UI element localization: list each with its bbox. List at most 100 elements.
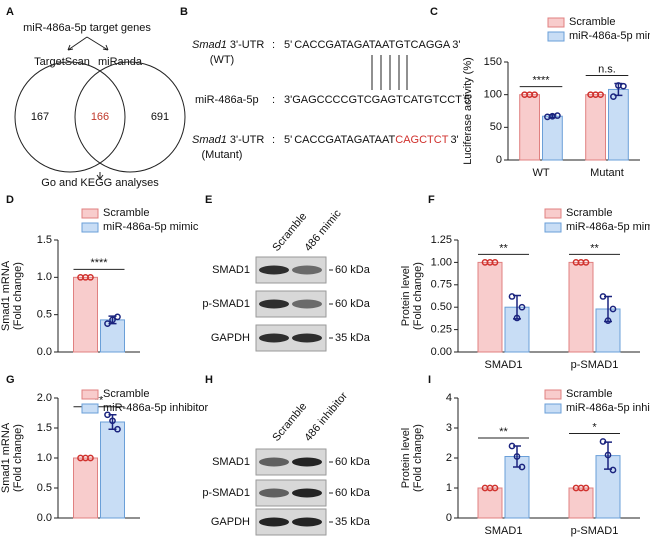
band	[259, 488, 289, 498]
data-point	[518, 303, 526, 311]
data-point	[104, 320, 111, 327]
sequence-part: 5'	[464, 94, 472, 106]
y-tick-label: 0.5	[37, 309, 52, 321]
row-label: p-SMAD1	[202, 487, 250, 499]
marker-label: 35 kDa	[335, 332, 371, 344]
sequence-part: CACCGATAGATAAT	[294, 134, 395, 146]
band	[292, 333, 322, 343]
data-point	[609, 466, 617, 474]
y-tick-label: 150	[484, 56, 502, 68]
band	[292, 517, 322, 527]
y-tick-label: 0.00	[431, 346, 452, 358]
legend-swatch	[544, 403, 562, 414]
panel-label: F	[428, 194, 435, 206]
arrow	[96, 172, 104, 180]
legend-label: miR-486a-5p mimic	[569, 30, 650, 42]
legend-label: Scramble	[569, 16, 615, 28]
bar	[477, 487, 503, 519]
data-point	[114, 313, 121, 321]
row-label: Smad1 3'-UTR	[192, 39, 264, 51]
band	[259, 457, 289, 467]
legend-swatch	[81, 389, 99, 400]
venn-circle	[14, 61, 126, 173]
y-axis-label: Protein level	[400, 428, 412, 489]
legend-swatch	[547, 31, 565, 42]
y-tick-label: 0	[446, 512, 452, 524]
significance: **	[95, 395, 104, 407]
panel-label: B	[180, 6, 188, 18]
legend-label: miR-486a-5p inhibitor	[566, 402, 650, 414]
y-tick-label: 0.5	[37, 482, 52, 494]
y-tick-label: 1.00	[431, 256, 452, 268]
y-axis-label: Luciferase activity (%)	[462, 57, 474, 165]
significance: **	[590, 242, 599, 254]
data-point	[109, 417, 116, 425]
legend-label: Scramble	[566, 207, 612, 219]
row-label: SMAD1	[212, 456, 250, 468]
data-point	[599, 293, 607, 300]
significance: **	[499, 242, 508, 254]
data-point	[114, 425, 121, 433]
x-tick-label: SMAD1	[485, 525, 523, 537]
marker-label: 60 kDa	[335, 264, 371, 276]
row-sub: (WT)	[210, 54, 234, 66]
sequence: 5' CACCGATAGATAATCAGCTCT 3'	[284, 134, 459, 146]
panel-label: D	[6, 194, 14, 206]
panel-label: I	[428, 374, 431, 386]
data-point	[610, 93, 617, 100]
bar	[477, 261, 503, 353]
y-axis-label: (Fold change)	[12, 424, 24, 492]
band	[259, 299, 289, 309]
panel-label: G	[6, 374, 15, 386]
bar	[519, 94, 541, 161]
y-tick-label: 2.0	[37, 392, 52, 404]
x-tick-label: p-SMAD1	[571, 359, 619, 371]
separator: :	[272, 39, 275, 51]
sequence-part: CACCGATAGATAATGTCAGGA	[294, 39, 451, 51]
x-tick-label: p-SMAD1	[571, 525, 619, 537]
x-tick-label: SMAD1	[485, 359, 523, 371]
marker-label: 60 kDa	[335, 298, 371, 310]
y-axis-label: Smad1 mRNA	[0, 260, 12, 331]
legend-swatch	[81, 208, 99, 219]
y-axis-label: (Fold change)	[412, 262, 424, 330]
band	[292, 488, 322, 498]
bar	[585, 94, 607, 161]
band	[259, 265, 289, 275]
venn-title: miR-486a-5p target genes	[23, 22, 151, 34]
bar	[100, 421, 125, 519]
separator: :	[272, 94, 275, 106]
data-point	[508, 293, 516, 300]
column-label: 486 mimic	[302, 207, 344, 253]
data-point	[491, 259, 499, 266]
data-point	[604, 451, 612, 459]
legend-label: Scramble	[103, 388, 149, 400]
data-point	[609, 305, 617, 313]
marker-label: 60 kDa	[335, 456, 371, 468]
legend-swatch	[547, 17, 565, 28]
data-point	[518, 463, 526, 471]
band	[259, 333, 289, 343]
panel-label: H	[205, 374, 213, 386]
y-tick-label: 0.0	[37, 346, 52, 358]
data-point	[87, 273, 94, 281]
panel-label: C	[430, 6, 438, 18]
row-label: miR-486a-5p	[195, 94, 259, 106]
y-tick-label: 3	[446, 422, 452, 434]
legend-label: miR-486a-5p mimic	[103, 221, 199, 233]
gene: Smad1	[192, 134, 227, 146]
marker-label: 60 kDa	[335, 487, 371, 499]
x-tick-label: WT	[532, 167, 549, 179]
column-label: 486 inhibitor	[302, 390, 350, 444]
sequence: 3'GAGCCCCGTCGAGTCATGTCCT 5'	[284, 94, 472, 106]
sequence-part: 5'	[284, 39, 292, 51]
y-tick-label: 0.0	[37, 512, 52, 524]
sequence-part: 3'	[452, 39, 460, 51]
legend-swatch	[81, 222, 99, 233]
legend-swatch	[544, 208, 562, 219]
separator: :	[272, 134, 275, 146]
y-axis-label: Smad1 mRNA	[0, 422, 12, 493]
significance: **	[499, 426, 508, 438]
data-point	[109, 316, 116, 324]
sequence-part: CAGCTCT	[395, 134, 448, 146]
